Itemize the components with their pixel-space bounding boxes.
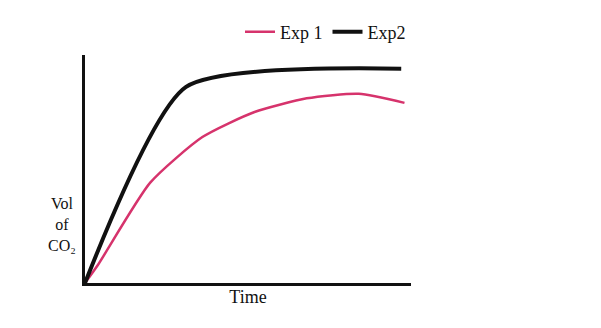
- svg-text:Time: Time: [229, 287, 266, 307]
- svg-text:Exp2: Exp2: [368, 23, 406, 43]
- svg-text:Exp 1: Exp 1: [280, 23, 323, 43]
- svg-text:VolofCO₂: VolofCO₂: [48, 195, 76, 254]
